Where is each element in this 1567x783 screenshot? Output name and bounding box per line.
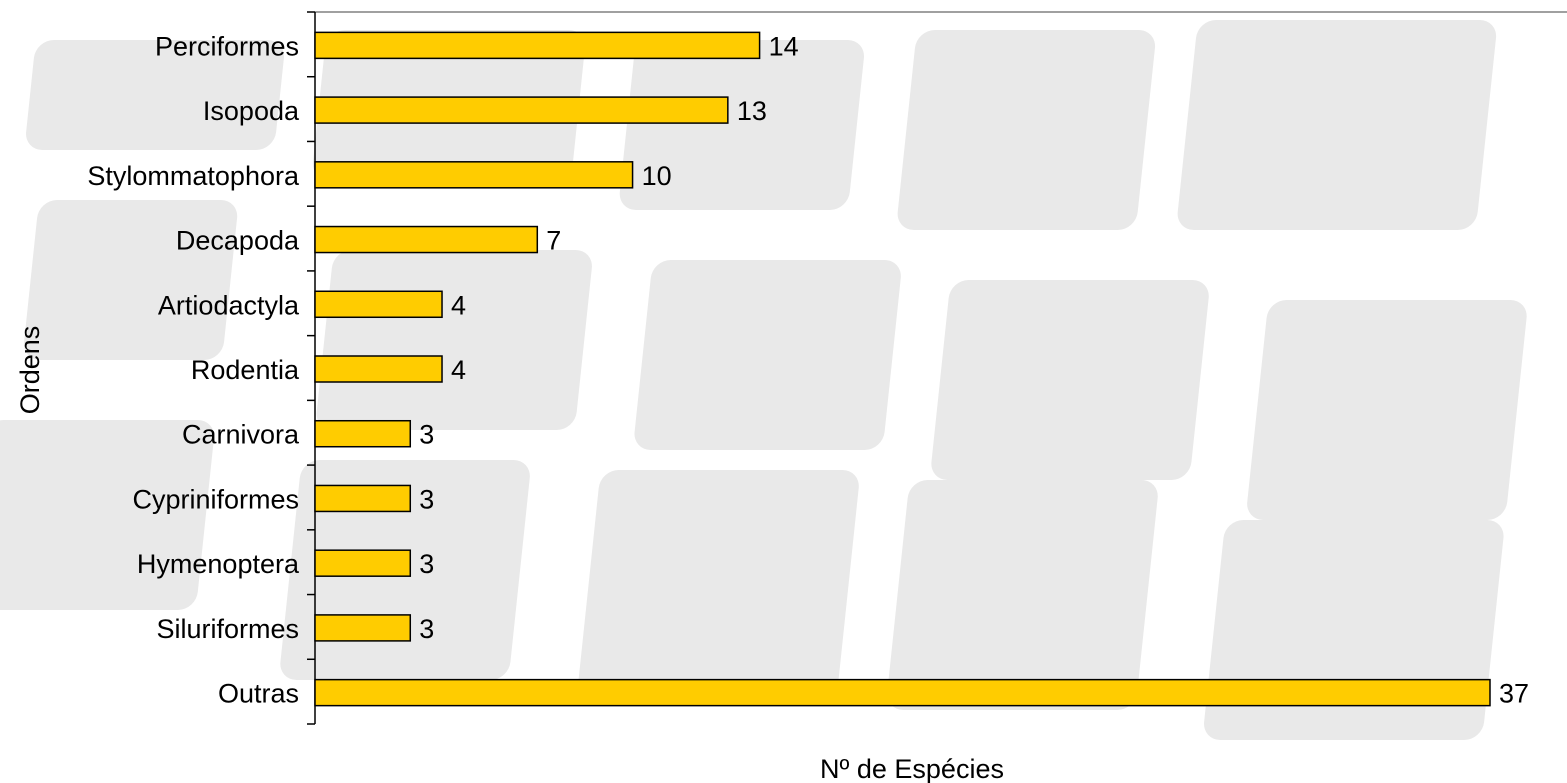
category-label: Rodentia — [191, 355, 300, 385]
category-labels: Perciformes Isopoda Stylommatophora Decapod… — [87, 31, 300, 708]
data-label: 10 — [642, 161, 672, 191]
category-label: Outras — [218, 679, 299, 709]
watermark-block — [578, 470, 859, 700]
watermark-block — [619, 40, 865, 210]
bar-carnivora — [314, 419, 412, 448]
watermark-block — [1247, 300, 1527, 520]
bar-rodentia — [314, 355, 443, 383]
watermark-block — [1204, 520, 1504, 740]
category-label: Artiodactyla — [158, 290, 300, 320]
y-axis-title: Ordens — [15, 326, 45, 415]
data-label: 3 — [419, 614, 434, 644]
bar-hymenoptera — [314, 549, 412, 577]
data-label: 3 — [419, 420, 434, 450]
data-label: 4 — [451, 290, 466, 320]
bar-artiodactyla — [314, 290, 443, 319]
watermark-block — [931, 280, 1209, 480]
x-axis-title: Nº de Espécies — [820, 754, 1004, 783]
watermark-block — [897, 30, 1156, 230]
data-label: 3 — [419, 484, 434, 514]
bar-perciformes — [314, 31, 761, 60]
category-label: Hymenoptera — [137, 549, 300, 579]
value-labels: 14 13 10 7 4 4 3 3 3 3 37 — [419, 31, 1529, 708]
watermark-block — [1177, 20, 1497, 230]
bar-stylommatophora — [314, 161, 634, 189]
category-label: Cypriniformes — [132, 484, 299, 514]
category-label: Perciformes — [155, 31, 299, 61]
watermark-block — [887, 480, 1158, 710]
watermark-block — [23, 200, 238, 360]
data-label: 3 — [419, 549, 434, 579]
bar-decapoda — [314, 225, 539, 254]
data-label: 14 — [769, 31, 799, 61]
category-label: Carnivora — [182, 420, 300, 450]
bar-isopoda — [314, 96, 729, 124]
data-label: 4 — [451, 355, 466, 385]
watermark-block — [0, 420, 215, 610]
category-label: Stylommatophora — [87, 161, 300, 191]
category-label: Siluriformes — [156, 614, 299, 644]
bar-cypriniformes — [314, 484, 412, 513]
watermark-block — [634, 260, 901, 450]
bar-series — [314, 31, 1491, 707]
watermark-block — [26, 40, 285, 150]
category-label: Isopoda — [203, 96, 300, 126]
data-label: 13 — [737, 96, 767, 126]
bar-outras — [314, 678, 1491, 707]
data-label: 7 — [546, 226, 561, 256]
data-label: 37 — [1499, 679, 1529, 709]
bar-siluriformes — [314, 614, 412, 642]
watermark-block — [316, 250, 592, 430]
category-label: Decapoda — [176, 226, 300, 256]
